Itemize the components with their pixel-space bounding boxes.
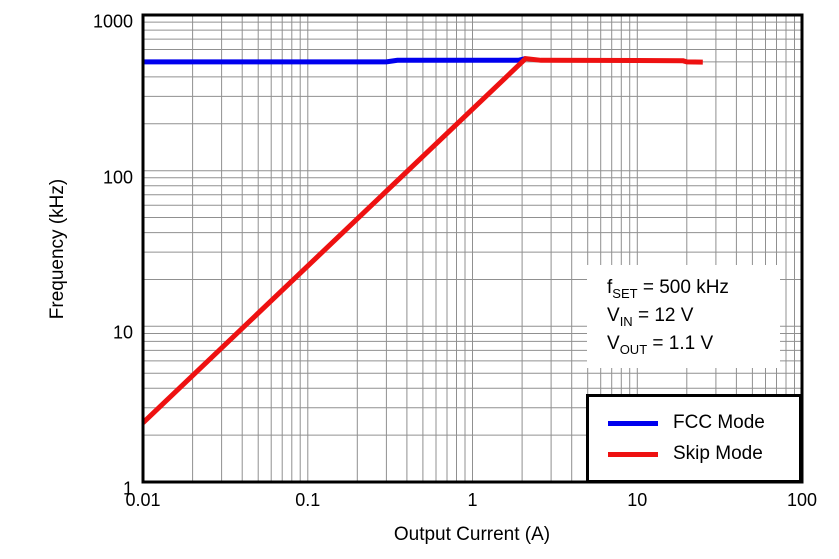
y-tick-label: 10: [112, 322, 133, 343]
y-tick-label: 100: [102, 167, 133, 188]
annotation-symbol: V: [607, 333, 620, 354]
series-line-skip-mode: [141, 55, 703, 425]
legend-swatch-fcc-mode: [608, 420, 658, 426]
annotation-subscript: IN: [619, 313, 633, 329]
series-line-fcc-mode: [143, 56, 527, 65]
legend: FCC Mode Skip Mode: [586, 394, 802, 483]
x-tick-label: 0.01: [125, 490, 161, 510]
x-tick-label: 10: [627, 490, 648, 510]
x-axis-title: Output Current (A): [393, 524, 551, 545]
annotation-line-vout: VOUT = 1.1 V: [607, 330, 780, 358]
x-tick-label: 1: [467, 490, 478, 510]
x-tick-label: 100: [786, 490, 818, 510]
x-tick-label: 0.1: [295, 490, 321, 510]
conditions-annotation: fSET = 500 kHz VIN = 12 V VOUT = 1.1 V: [587, 265, 780, 368]
annotation-subscript: OUT: [619, 341, 648, 357]
y-tick-label: 1000: [92, 11, 133, 32]
plot-frame: [141, 13, 804, 484]
annotation-symbol: V: [607, 305, 620, 326]
legend-item-fcc-mode: FCC Mode: [608, 412, 799, 434]
legend-item-skip-mode: Skip Mode: [608, 443, 799, 465]
annotation-value: = 12 V: [632, 305, 694, 326]
annotation-subscript: SET: [612, 285, 638, 301]
annotation-symbol: f: [607, 277, 613, 298]
annotation-line-fset: fSET = 500 kHz: [607, 274, 780, 302]
annotation-value: = 1.1 V: [647, 333, 714, 354]
legend-label-skip-mode: Skip Mode: [673, 443, 763, 464]
y-tick-label: 1: [122, 478, 133, 499]
y-axis-title: Frequency (kHz): [47, 178, 68, 320]
annotation-value: = 500 kHz: [637, 277, 729, 298]
legend-swatch-skip-mode: [608, 451, 658, 457]
legend-label-fcc-mode: FCC Mode: [673, 412, 765, 433]
annotation-line-vin: VIN = 12 V: [607, 302, 780, 330]
